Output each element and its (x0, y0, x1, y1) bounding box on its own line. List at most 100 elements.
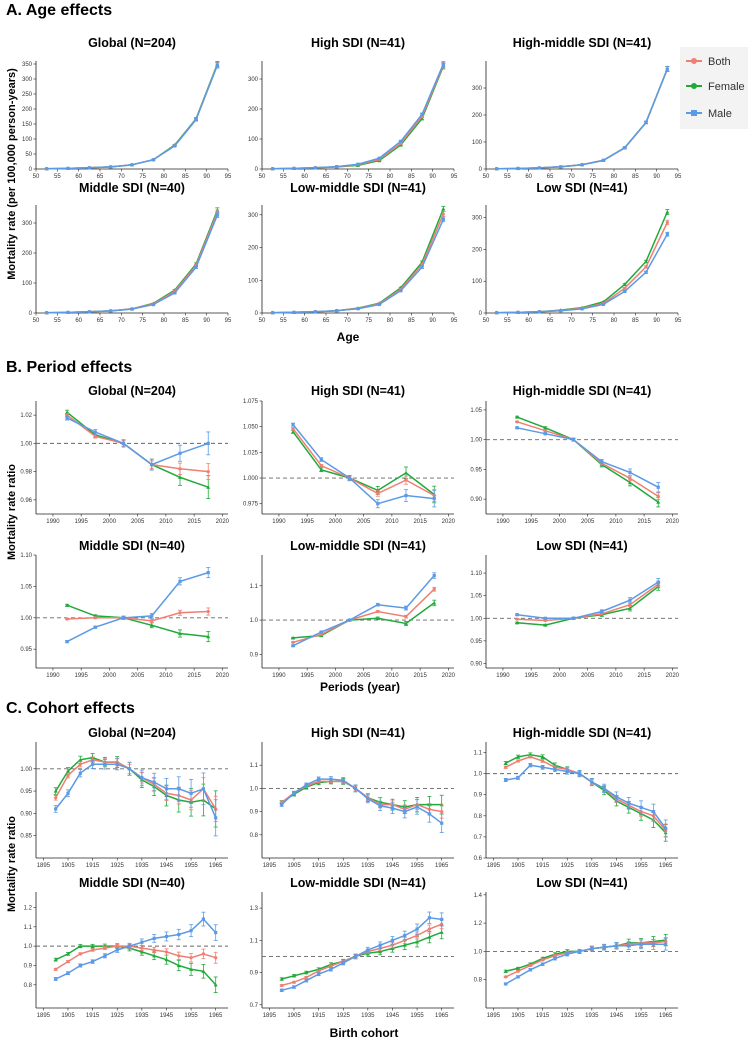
data-point-male (366, 948, 370, 952)
data-point-both (541, 958, 545, 962)
x-tick-label: 2000 (553, 519, 567, 525)
x-tick-label: 1955 (184, 1013, 198, 1019)
data-point-male (537, 310, 541, 314)
y-tick-label: 0.8 (474, 814, 483, 820)
series-line-male (46, 65, 218, 170)
data-point-both (115, 944, 119, 948)
data-point-both (93, 434, 97, 438)
data-point-both (178, 467, 182, 471)
panel-1: High SDI (N=41) 0 100 200 300 50 55 60 65 70 75 80 8… (248, 36, 458, 180)
x-tick-label: 2010 (385, 673, 399, 679)
x-tick-label: 1945 (386, 863, 400, 869)
data-point-both (93, 616, 97, 620)
x-tick-label: 2000 (553, 673, 567, 679)
x-tick-label: 2005 (131, 673, 145, 679)
data-point-male (541, 765, 545, 769)
data-point-male (628, 598, 632, 602)
x-tick-label: 1925 (337, 863, 351, 869)
y-tick-label: 0 (29, 311, 33, 317)
x-tick-label: 2015 (637, 519, 651, 525)
data-point-male (415, 927, 419, 931)
x-tick-label: 1965 (659, 1013, 673, 1019)
series-line-both (505, 756, 667, 832)
data-point-male (644, 120, 648, 124)
data-point-both (415, 933, 419, 938)
data-point-both (201, 952, 205, 956)
x-tick-label: 2005 (357, 673, 371, 679)
data-point-both (628, 603, 632, 607)
panel-4: Low-middle SDI (N=41) 0 100 200 300 50 55 60 65 7… (248, 181, 458, 324)
data-point-male (420, 112, 424, 116)
data-point-male (151, 158, 155, 162)
x-tick-label: 55 (54, 318, 61, 324)
y-tick-label: 200 (22, 251, 33, 257)
legend-entry-male: Male (686, 108, 732, 120)
data-point-male (378, 804, 382, 808)
y-tick-label: 1.00 (20, 767, 32, 773)
x-tick-label: 1915 (312, 863, 326, 869)
data-point-female (378, 949, 383, 954)
y-tick-label: 300 (472, 86, 483, 92)
data-point-female (515, 415, 520, 419)
y-tick-label: 1.0 (250, 786, 259, 792)
data-point-female (139, 949, 144, 954)
panel-title: Middle SDI (N=40) (79, 539, 185, 553)
x-tick-label: 1895 (37, 1013, 51, 1019)
data-point-both (665, 220, 669, 225)
x-tick-label: 1995 (524, 673, 538, 679)
data-point-male (656, 485, 660, 489)
data-point-both (54, 796, 58, 800)
data-point-male (515, 613, 519, 617)
panel-title: Low-middle SDI (N=41) (290, 181, 426, 195)
x-tick-label: 1915 (86, 1013, 100, 1019)
series-line-female (66, 604, 209, 638)
y-tick-label: 0.7 (250, 1003, 259, 1009)
xlabel-age: Age (337, 330, 360, 344)
data-point-male (537, 166, 541, 170)
data-point-male (665, 232, 669, 236)
data-point-male (528, 763, 532, 767)
x-tick-label: 1945 (610, 863, 624, 869)
data-point-male (553, 956, 557, 961)
x-tick-label: 1990 (46, 519, 60, 525)
series-line-female (496, 68, 668, 170)
data-point-both (432, 587, 436, 591)
data-point-both (553, 954, 557, 958)
data-point-both (404, 478, 408, 482)
y-tick-label: 1.05 (20, 584, 32, 590)
data-point-both (656, 494, 660, 498)
series-line-male (281, 917, 442, 992)
data-point-male (376, 502, 380, 506)
data-point-male (121, 616, 126, 620)
data-point-male (665, 67, 669, 71)
data-point-male (304, 783, 308, 787)
data-point-female (402, 943, 407, 947)
x-tick-label: 65 (547, 174, 554, 180)
data-point-both (66, 773, 70, 778)
y-tick-label: 1.025 (243, 450, 259, 456)
data-point-male (565, 769, 569, 774)
data-point-male (441, 62, 445, 66)
x-tick-label: 2020 (666, 519, 680, 525)
series-line-both (292, 428, 435, 497)
data-point-both (66, 960, 70, 964)
y-tick-label: 300 (248, 77, 259, 83)
data-point-male (341, 961, 345, 965)
x-tick-label: 1915 (536, 1013, 550, 1019)
data-point-female (291, 429, 296, 434)
data-point-female (65, 410, 70, 414)
data-point-male (495, 167, 499, 171)
series-line-both (67, 610, 209, 622)
data-point-female (439, 930, 444, 934)
x-tick-label: 1915 (312, 1013, 326, 1019)
y-tick-label: 1.05 (470, 594, 482, 600)
data-point-male (571, 438, 576, 442)
data-point-female (178, 631, 182, 636)
data-point-male (115, 948, 119, 952)
y-tick-label: 1.00 (20, 441, 32, 447)
series-line-male (55, 918, 217, 980)
data-point-male (109, 309, 113, 313)
x-tick-label: 80 (161, 318, 168, 324)
data-point-female (206, 634, 211, 639)
